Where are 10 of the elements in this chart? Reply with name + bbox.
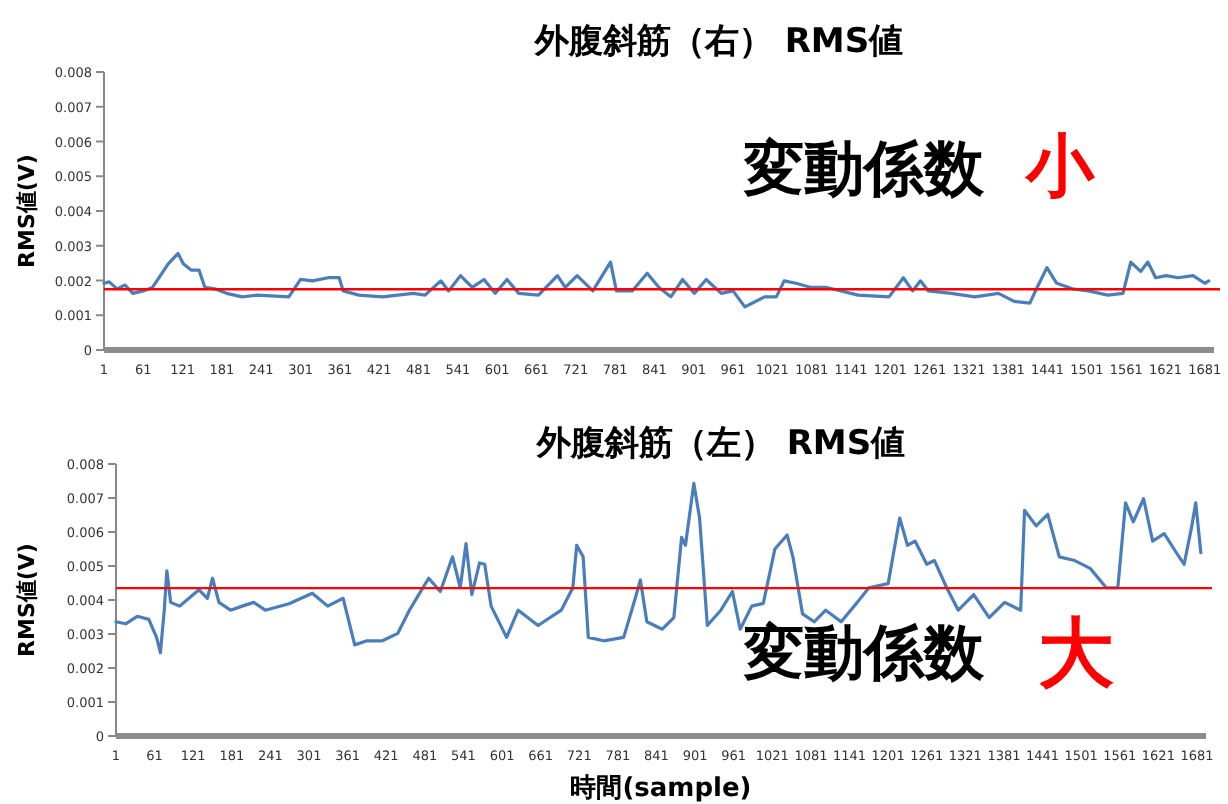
annotation: 大 xyxy=(1038,609,1114,698)
annotation: 小 xyxy=(1024,126,1096,207)
chart-title: 外腹斜筋（右） RMS値 xyxy=(532,22,904,62)
y-axis-title: RMS値(V) xyxy=(14,154,40,268)
x-axis-title: 時間(sample) xyxy=(570,774,752,804)
line-series xyxy=(102,251,1211,309)
annotation: 変動係数 xyxy=(742,619,986,690)
annotation: 変動係数 xyxy=(742,134,986,205)
chart-title: 外腹斜筋（左） RMS値 xyxy=(534,424,906,464)
y-axis-title: RMS値(V) xyxy=(14,543,40,657)
